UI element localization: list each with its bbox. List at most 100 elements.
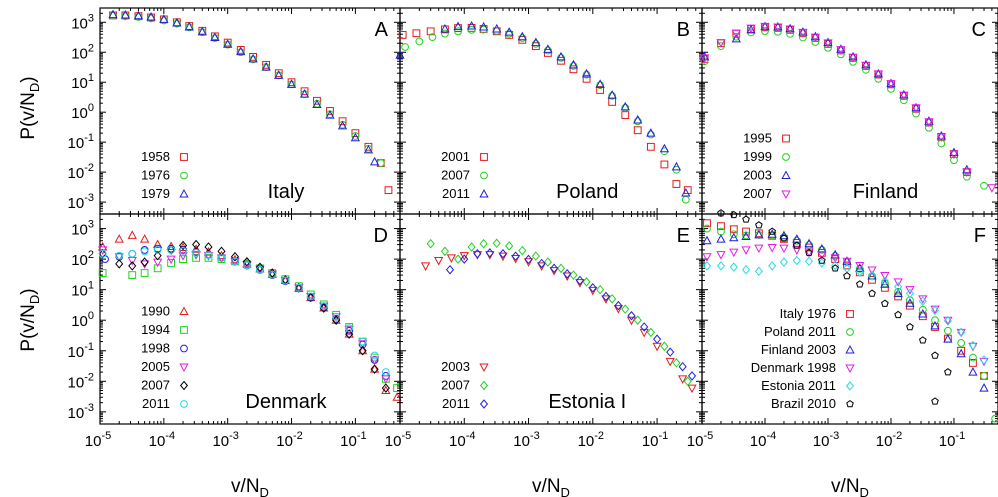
data-point (445, 264, 455, 275)
data-point (179, 255, 187, 264)
data-point (467, 242, 476, 252)
legend-label: 1979 (141, 186, 170, 201)
data-point (678, 361, 687, 372)
data-point (729, 248, 739, 258)
data-point (441, 29, 449, 38)
data-point (582, 70, 591, 79)
x-tick-label: 10-2 (276, 430, 302, 450)
legend-marker (480, 153, 488, 161)
data-point (818, 256, 826, 264)
data-point (716, 234, 726, 243)
data-point (979, 355, 989, 365)
legend-marker (846, 328, 854, 336)
data-point (274, 70, 284, 79)
data-point (886, 80, 896, 89)
legend-label: 1995 (743, 131, 772, 146)
data-point (313, 96, 321, 105)
y-axis-label-top: P(v/ND) (18, 76, 42, 139)
data-point (855, 263, 865, 272)
legend-label: 2007 (441, 168, 470, 183)
data-point (98, 248, 107, 259)
data-point (620, 101, 630, 111)
legend-label: 1990 (141, 304, 170, 319)
x-tick-label: 10-2 (876, 430, 902, 450)
data-point (855, 280, 864, 288)
panel-frame (701, 213, 998, 425)
data-point (614, 300, 623, 311)
data-point (805, 243, 813, 252)
legend-marker (179, 306, 189, 315)
data-point (991, 414, 998, 423)
data-point (792, 238, 801, 247)
data-point (319, 302, 328, 310)
data-point (621, 304, 630, 314)
data-point (905, 288, 914, 299)
data-point (398, 30, 407, 39)
x-tick-label: 10-1 (340, 430, 366, 450)
data-point (596, 86, 605, 94)
data-point (345, 329, 354, 339)
x-tick-label: 10-1 (642, 430, 668, 450)
legend-label: Brazil 2010 (771, 396, 836, 411)
data-point (575, 275, 584, 286)
data-point (236, 45, 245, 54)
legend-marker (179, 188, 189, 198)
data-point (381, 368, 390, 377)
y-tick-label: 100 (71, 310, 94, 330)
data-point (880, 272, 890, 281)
legend-label: 2001 (441, 149, 470, 164)
x-tick-label: 10-1 (939, 430, 965, 450)
legend-marker (179, 363, 189, 373)
data-point (242, 256, 251, 267)
data-point (912, 109, 920, 118)
data-point (931, 351, 939, 359)
series-2011 (395, 20, 691, 197)
data-point (153, 239, 163, 249)
data-point (894, 310, 902, 319)
data-point (306, 292, 315, 301)
data-point (345, 324, 354, 333)
data-point (485, 248, 494, 258)
data-point (140, 247, 149, 256)
data-point (543, 46, 552, 55)
y-axis-label-bottom: P(v/ND) (18, 288, 42, 351)
series-1958 (109, 11, 393, 195)
data-point (792, 255, 801, 266)
data-point (659, 143, 670, 153)
data-point (894, 287, 903, 296)
data-point (613, 305, 624, 314)
data-point (849, 57, 857, 66)
data-point (127, 230, 137, 239)
data-point (899, 89, 909, 99)
data-point (918, 296, 927, 306)
data-point (114, 234, 124, 243)
data-point (681, 195, 690, 204)
data-point (918, 308, 928, 318)
data-point (867, 266, 877, 276)
data-point (633, 114, 643, 124)
data-point (824, 43, 832, 52)
data-point (127, 257, 137, 266)
legend-marker (846, 310, 854, 318)
data-point (128, 261, 137, 271)
data-point (543, 257, 552, 267)
legend-marker (180, 400, 188, 408)
data-point (943, 334, 953, 343)
data-point (369, 156, 380, 166)
data-point (717, 42, 725, 51)
data-point (831, 264, 839, 272)
data-point (957, 339, 966, 347)
data-point (887, 84, 895, 93)
data-point (549, 267, 559, 276)
data-point (779, 230, 789, 240)
data-point (931, 397, 939, 405)
data-point (792, 241, 801, 249)
panel-country-label: Poland (556, 181, 618, 203)
data-point (729, 225, 738, 234)
data-point (836, 50, 845, 59)
legend-label: Finland 2003 (761, 342, 836, 357)
data-point (172, 17, 182, 27)
data-point (780, 234, 788, 242)
data-point (792, 236, 801, 245)
data-point (729, 230, 738, 239)
